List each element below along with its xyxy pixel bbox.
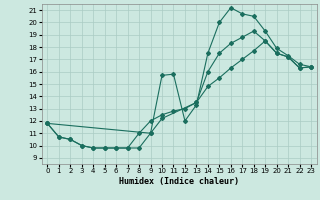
X-axis label: Humidex (Indice chaleur): Humidex (Indice chaleur)	[119, 177, 239, 186]
